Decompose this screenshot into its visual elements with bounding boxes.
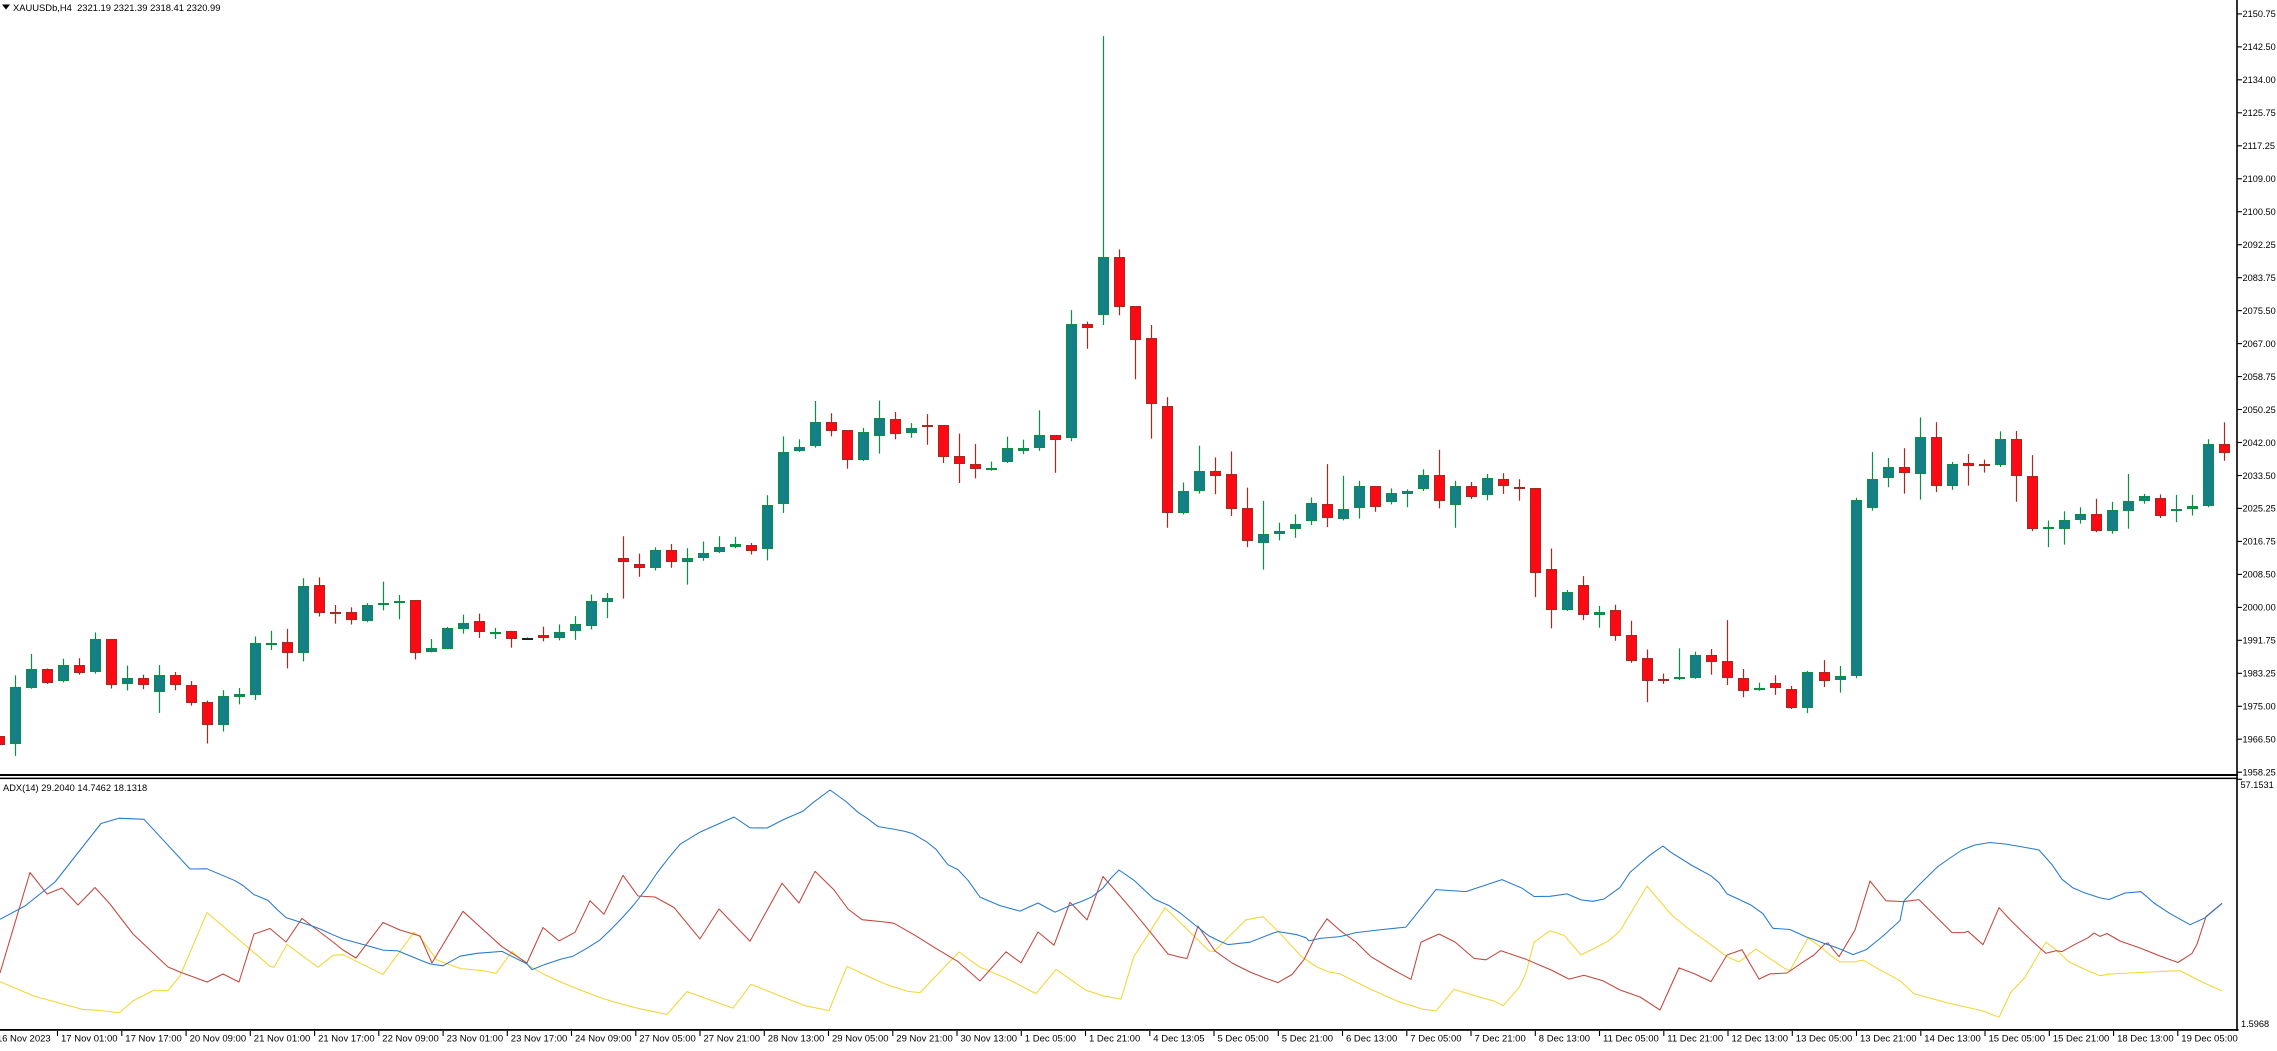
svg-text:19 Dec 05:00: 19 Dec 05:00 — [2181, 1034, 2238, 1045]
svg-text:2100.50: 2100.50 — [2243, 207, 2276, 217]
svg-text:1975.00: 1975.00 — [2243, 702, 2276, 712]
svg-text:13 Dec 21:00: 13 Dec 21:00 — [1860, 1034, 1917, 1045]
svg-text:1.5968: 1.5968 — [2241, 1019, 2269, 1029]
svg-text:2025.25: 2025.25 — [2243, 504, 2276, 514]
svg-text:ADX(14) 29.2040 14.7462 18.131: ADX(14) 29.2040 14.7462 18.1318 — [3, 783, 147, 793]
svg-text:2092.25: 2092.25 — [2243, 240, 2276, 250]
svg-text:21 Nov 01:00: 21 Nov 01:00 — [254, 1034, 311, 1045]
svg-text:17 Nov 17:00: 17 Nov 17:00 — [125, 1034, 182, 1045]
svg-text:1958.25: 1958.25 — [2243, 768, 2276, 778]
svg-text:7 Dec 05:00: 7 Dec 05:00 — [1410, 1034, 1461, 1045]
svg-text:1966.50: 1966.50 — [2243, 735, 2276, 745]
svg-text:29 Nov 05:00: 29 Nov 05:00 — [832, 1034, 889, 1045]
svg-text:5 Dec 21:00: 5 Dec 21:00 — [1282, 1034, 1333, 1045]
svg-text:30 Nov 13:00: 30 Nov 13:00 — [961, 1034, 1018, 1045]
svg-text:2109.00: 2109.00 — [2243, 174, 2276, 184]
svg-text:14 Dec 13:00: 14 Dec 13:00 — [1924, 1034, 1981, 1045]
svg-text:5 Dec 05:00: 5 Dec 05:00 — [1218, 1034, 1269, 1045]
svg-text:1983.25: 1983.25 — [2243, 669, 2276, 679]
svg-text:21 Nov 17:00: 21 Nov 17:00 — [318, 1034, 375, 1045]
svg-text:7 Dec 21:00: 7 Dec 21:00 — [1475, 1034, 1526, 1045]
svg-text:2033.50: 2033.50 — [2243, 471, 2276, 481]
svg-text:6 Dec 13:00: 6 Dec 13:00 — [1346, 1034, 1397, 1045]
svg-text:2142.50: 2142.50 — [2243, 42, 2276, 52]
svg-text:2075.50: 2075.50 — [2243, 306, 2276, 316]
svg-text:2117.25: 2117.25 — [2243, 141, 2276, 151]
svg-text:29 Nov 21:00: 29 Nov 21:00 — [896, 1034, 953, 1045]
svg-text:2008.50: 2008.50 — [2243, 570, 2276, 580]
svg-text:28 Nov 13:00: 28 Nov 13:00 — [768, 1034, 825, 1045]
svg-text:27 Nov 21:00: 27 Nov 21:00 — [704, 1034, 761, 1045]
svg-text:2016.75: 2016.75 — [2243, 537, 2276, 547]
svg-text:15 Dec 05:00: 15 Dec 05:00 — [1989, 1034, 2046, 1045]
svg-text:11 Dec 05:00: 11 Dec 05:00 — [1603, 1034, 1659, 1045]
svg-text:2050.25: 2050.25 — [2243, 405, 2276, 415]
svg-text:2058.75: 2058.75 — [2243, 372, 2276, 382]
svg-text:2134.00: 2134.00 — [2243, 75, 2276, 85]
svg-text:11 Dec 21:00: 11 Dec 21:00 — [1667, 1034, 1723, 1045]
svg-text:12 Dec 13:00: 12 Dec 13:00 — [1732, 1034, 1789, 1045]
svg-text:2150.75: 2150.75 — [2243, 9, 2276, 19]
svg-text:20 Nov 09:00: 20 Nov 09:00 — [190, 1034, 247, 1045]
svg-text:23 Nov 01:00: 23 Nov 01:00 — [447, 1034, 504, 1045]
svg-text:XAUUSDb,H4 2321.19 2321.39 23: XAUUSDb,H4 2321.19 2321.39 2318.41 2320.… — [13, 2, 220, 13]
svg-text:1 Dec 21:00: 1 Dec 21:00 — [1089, 1034, 1140, 1045]
svg-text:2083.75: 2083.75 — [2243, 273, 2276, 283]
svg-text:1991.75: 1991.75 — [2243, 636, 2276, 646]
svg-text:57.1531: 57.1531 — [2241, 780, 2274, 790]
svg-text:13 Dec 05:00: 13 Dec 05:00 — [1796, 1034, 1853, 1045]
svg-text:22 Nov 09:00: 22 Nov 09:00 — [382, 1034, 439, 1045]
svg-text:2125.75: 2125.75 — [2243, 108, 2276, 118]
svg-text:4 Dec 13:05: 4 Dec 13:05 — [1153, 1034, 1204, 1045]
svg-text:24 Nov 09:00: 24 Nov 09:00 — [575, 1034, 632, 1045]
svg-text:2067.00: 2067.00 — [2243, 339, 2276, 349]
svg-text:18 Dec 13:00: 18 Dec 13:00 — [2117, 1034, 2174, 1045]
svg-text:1 Dec 05:00: 1 Dec 05:00 — [1025, 1034, 1076, 1045]
svg-text:8 Dec 13:00: 8 Dec 13:00 — [1539, 1034, 1590, 1045]
svg-text:2000.00: 2000.00 — [2243, 603, 2276, 613]
svg-text:17 Nov 01:00: 17 Nov 01:00 — [61, 1034, 118, 1045]
svg-text:23 Nov 17:00: 23 Nov 17:00 — [511, 1034, 568, 1045]
svg-text:27 Nov 05:00: 27 Nov 05:00 — [639, 1034, 696, 1045]
svg-text:16 Nov 2023: 16 Nov 2023 — [0, 1034, 51, 1045]
svg-text:2042.00: 2042.00 — [2243, 438, 2276, 448]
svg-text:15 Dec 21:00: 15 Dec 21:00 — [2053, 1034, 2110, 1045]
